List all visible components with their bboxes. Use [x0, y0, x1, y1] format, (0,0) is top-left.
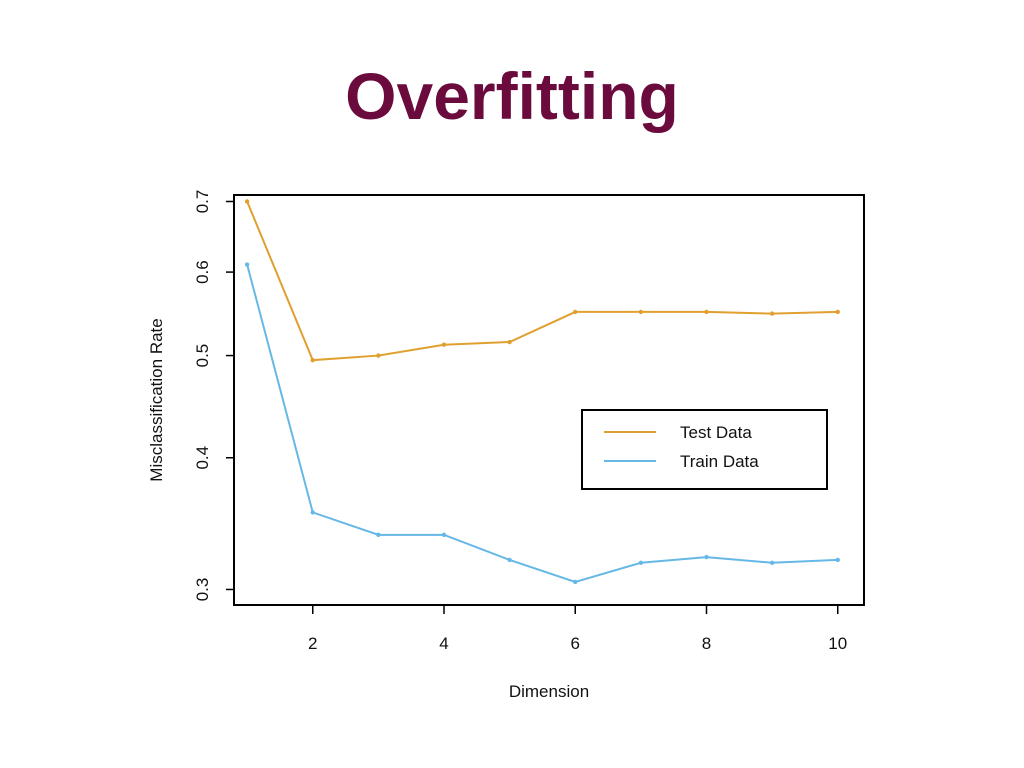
- y-tick-label: 0.3: [193, 578, 212, 602]
- data-point: [835, 557, 840, 563]
- y-tick-label: 0.6: [193, 260, 212, 284]
- legend-label: Test Data: [680, 423, 752, 442]
- data-point: [244, 199, 250, 204]
- y-axis: 0.3 0.4 0.5 0.6 0.7: [193, 190, 234, 602]
- data-point: [638, 560, 644, 565]
- x-tick-label: 8: [702, 634, 711, 653]
- data-point: [310, 510, 315, 515]
- data-point: [573, 579, 578, 585]
- series-layer: [244, 199, 840, 585]
- y-tick-label: 0.7: [193, 190, 212, 214]
- x-axis-label: Dimension: [509, 682, 589, 701]
- data-point: [376, 532, 381, 538]
- legend: Test Data Train Data: [581, 409, 828, 490]
- legend-box: [581, 409, 828, 490]
- data-point: [835, 309, 840, 315]
- data-point: [441, 342, 447, 347]
- data-point: [704, 309, 709, 315]
- data-point: [769, 560, 775, 565]
- data-point: [310, 357, 315, 363]
- data-point: [638, 309, 644, 315]
- x-tick-label: 4: [439, 634, 448, 653]
- series-line-test-data: [246, 201, 838, 362]
- data-point: [704, 554, 709, 560]
- x-axis: 2 4 6 8 10: [308, 605, 847, 653]
- data-point: [244, 262, 250, 267]
- slide-title: Overfitting: [345, 59, 679, 133]
- x-tick-label: 6: [571, 634, 580, 653]
- data-point: [507, 339, 512, 345]
- y-tick-label: 0.5: [193, 344, 212, 368]
- series-line-train-data: [246, 264, 838, 583]
- data-point: [573, 309, 578, 315]
- y-tick-label: 0.4: [193, 446, 212, 470]
- data-point: [376, 353, 381, 358]
- x-tick-label: 10: [828, 634, 847, 653]
- data-point: [769, 311, 775, 316]
- data-point: [441, 532, 447, 538]
- plot-frame: [233, 194, 865, 606]
- data-point: [507, 557, 512, 563]
- legend-label: Train Data: [680, 452, 759, 471]
- y-axis-label: Misclassification Rate: [147, 318, 166, 481]
- x-tick-label: 2: [308, 634, 317, 653]
